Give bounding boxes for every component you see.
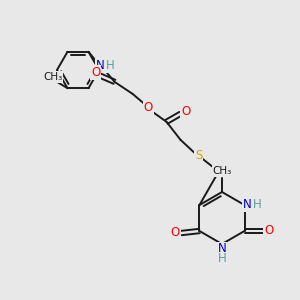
Text: O: O	[91, 66, 100, 79]
Text: H: H	[253, 197, 262, 211]
Text: N: N	[96, 59, 105, 72]
Text: O: O	[144, 101, 153, 114]
Text: CH₃: CH₃	[212, 166, 232, 176]
Text: CH₃: CH₃	[43, 72, 62, 82]
Text: S: S	[195, 149, 202, 162]
Text: O: O	[264, 224, 273, 238]
Text: N: N	[243, 199, 252, 212]
Text: H: H	[106, 59, 115, 72]
Text: H: H	[218, 253, 226, 266]
Text: O: O	[181, 105, 190, 118]
Text: N: N	[218, 242, 226, 256]
Text: O: O	[171, 226, 180, 239]
